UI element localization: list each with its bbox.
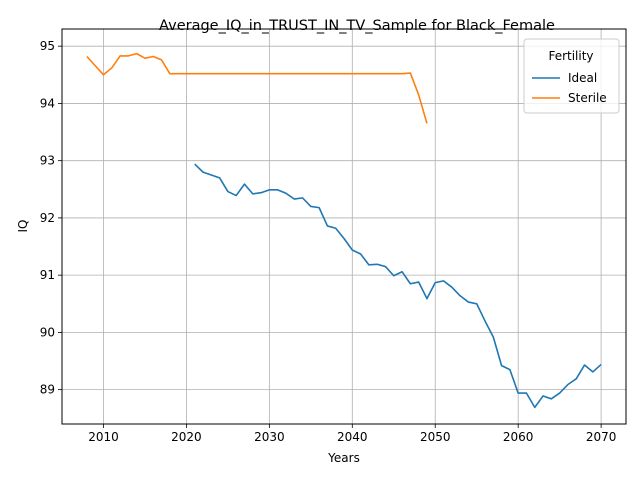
plot-frame bbox=[61, 28, 627, 425]
y-axis-label: IQ bbox=[16, 220, 30, 233]
x-tick-label: 2070 bbox=[586, 430, 617, 444]
x-tick-label: 2030 bbox=[254, 430, 285, 444]
grid-lines bbox=[62, 29, 626, 424]
legend-label-sterile: Sterile bbox=[568, 91, 607, 105]
y-tick-label: 90 bbox=[40, 325, 55, 339]
legend-label-ideal: Ideal bbox=[568, 71, 597, 85]
x-axis-ticks: 2010 2020 2030 2040 2050 2060 2070 bbox=[88, 424, 616, 444]
x-tick-label: 2060 bbox=[503, 430, 534, 444]
legend: Fertility Ideal Sterile bbox=[523, 38, 620, 114]
y-tick-label: 93 bbox=[40, 154, 55, 168]
series-line-ideal bbox=[194, 163, 602, 409]
chart-title: Average_IQ_in_TRUST_IN_TV_Sample for Bla… bbox=[159, 18, 555, 34]
legend-title: Fertility bbox=[548, 49, 593, 63]
y-tick-label: 89 bbox=[40, 383, 55, 397]
y-tick-label: 92 bbox=[40, 211, 55, 225]
y-axis-ticks: 89 90 91 92 93 94 95 bbox=[40, 39, 62, 397]
legend-box bbox=[523, 38, 620, 114]
series-line-sterile bbox=[86, 52, 428, 124]
data-series bbox=[86, 52, 602, 409]
x-tick-label: 2050 bbox=[420, 430, 451, 444]
y-tick-label: 94 bbox=[40, 96, 55, 110]
x-tick-label: 2020 bbox=[171, 430, 202, 444]
x-tick-label: 2010 bbox=[88, 430, 119, 444]
x-tick-label: 2040 bbox=[337, 430, 368, 444]
y-tick-label: 91 bbox=[40, 268, 55, 282]
y-tick-label: 95 bbox=[40, 39, 55, 53]
x-axis-label: Years bbox=[327, 451, 360, 465]
